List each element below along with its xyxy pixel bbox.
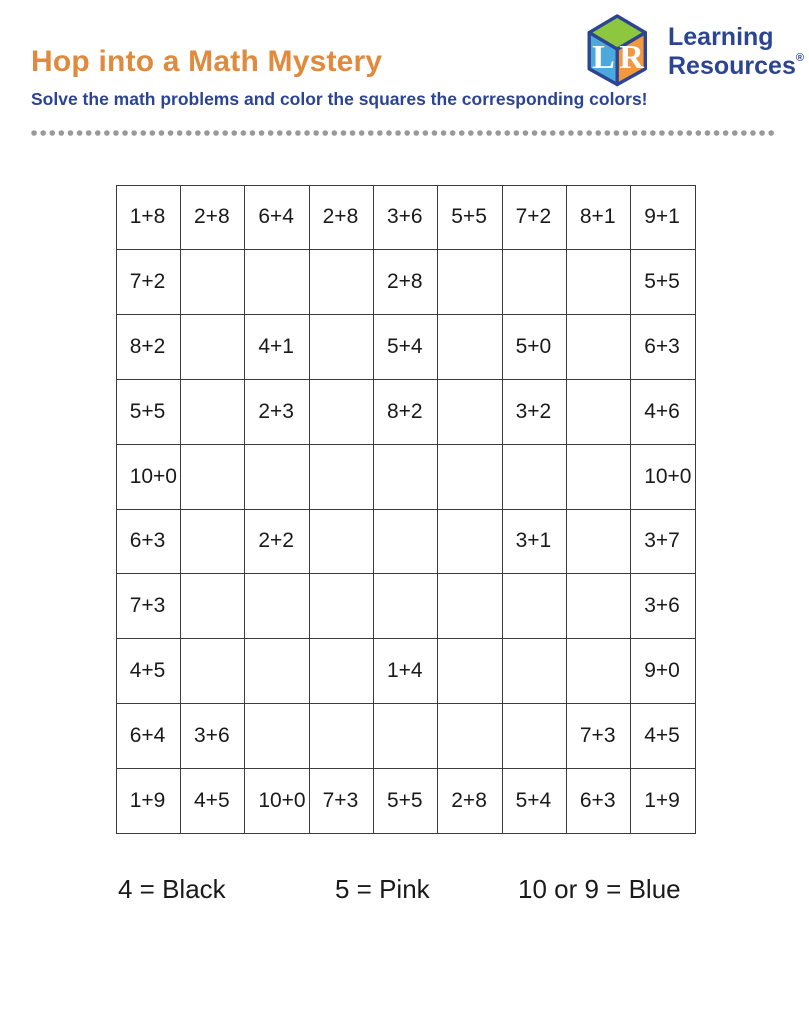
svg-text:L: L xyxy=(592,39,615,76)
svg-text:R: R xyxy=(619,39,644,76)
